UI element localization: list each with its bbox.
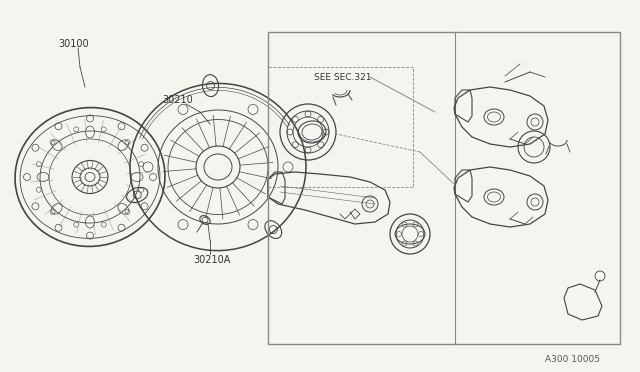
Text: 30210A: 30210A <box>193 255 230 265</box>
Text: A300 10005: A300 10005 <box>545 356 600 365</box>
Bar <box>268 32 620 344</box>
Text: SEE SEC.321: SEE SEC.321 <box>314 73 371 81</box>
Text: 30100: 30100 <box>58 39 88 49</box>
Text: 30210: 30210 <box>162 95 193 105</box>
Bar <box>268 67 413 187</box>
